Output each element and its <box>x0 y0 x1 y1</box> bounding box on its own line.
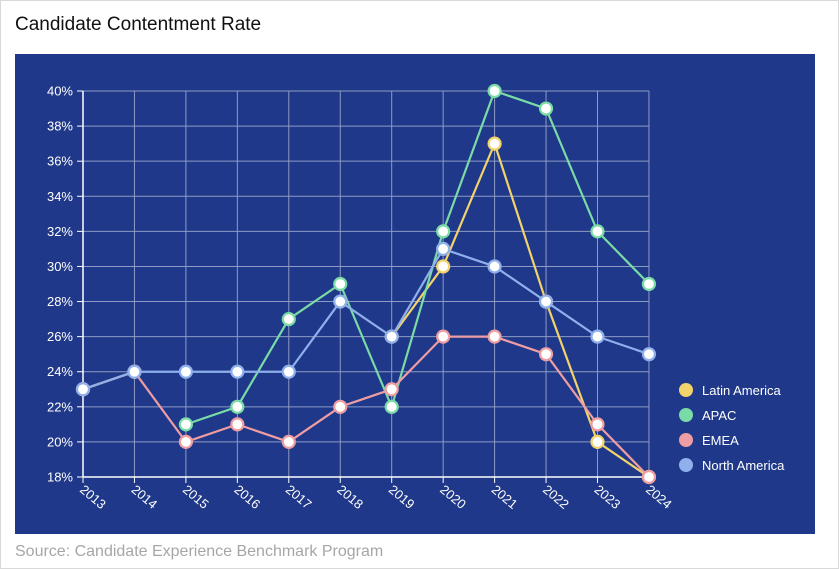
x-tick-label: 2014 <box>129 482 161 512</box>
point-emea <box>590 417 605 432</box>
point-north-america <box>281 364 296 379</box>
point-apac <box>178 417 193 432</box>
y-tick-label: 38% <box>47 119 73 134</box>
legend-label-north-america: North America <box>702 458 785 473</box>
x-tick-label: 2018 <box>334 482 366 512</box>
point-apac <box>487 83 502 99</box>
legend-swatch-apac <box>679 408 693 422</box>
point-north-america <box>127 364 142 379</box>
y-tick-label: 22% <box>47 399 73 414</box>
point-emea <box>281 434 296 450</box>
point-apac <box>384 399 399 414</box>
legend-swatch-latin-america <box>679 383 693 397</box>
x-tick-label: 2021 <box>489 482 521 512</box>
x-tick-label: 2015 <box>180 482 212 512</box>
point-latin-america <box>590 434 605 450</box>
point-north-america <box>641 347 657 362</box>
series-line-apac <box>185 89 650 426</box>
point-latin-america <box>436 259 451 274</box>
legend-label-emea: EMEA <box>702 433 739 448</box>
line-chart: 18% 20% 22% 24% 26% 28% 30% 32% 34% 36% 38% 40% 2013… <box>47 83 785 512</box>
point-emea <box>641 469 657 485</box>
series-line-north-america <box>82 247 650 391</box>
point-emea <box>436 329 451 344</box>
point-north-america <box>436 241 451 257</box>
point-north-america <box>384 329 399 344</box>
series-line-latin-america <box>390 142 650 478</box>
x-tick-label: 2024 <box>643 482 675 512</box>
point-emea <box>384 382 399 397</box>
chart-title: Candidate Contentment Rate <box>15 14 262 35</box>
plot-panel: 18% 20% 22% 24% 26% 28% 30% 32% 34% 36% 38% 40% 2013… <box>15 54 815 534</box>
x-tick-label: 2016 <box>231 482 263 512</box>
x-tick-label: 2019 <box>386 482 418 512</box>
point-north-america <box>75 382 91 397</box>
x-tick-label: 2022 <box>540 482 572 512</box>
y-tick-label: 20% <box>47 434 73 449</box>
point-apac <box>333 276 348 292</box>
point-emea <box>487 329 502 344</box>
y-tick-label: 32% <box>47 224 73 239</box>
point-emea <box>230 417 245 432</box>
y-tick-label: 30% <box>47 259 73 274</box>
y-tick-label: 40% <box>47 84 73 99</box>
y-tick-label: 18% <box>47 470 73 485</box>
y-tick-label: 28% <box>47 294 73 309</box>
legend-swatch-emea <box>679 433 693 447</box>
point-north-america <box>178 364 193 379</box>
point-emea <box>538 347 554 362</box>
point-north-america <box>230 364 245 379</box>
point-apac <box>281 311 296 327</box>
point-north-america <box>590 329 605 344</box>
y-tick-label: 24% <box>47 364 73 379</box>
point-apac <box>641 276 657 292</box>
y-tick-label: 34% <box>47 189 73 204</box>
y-tick-label: 36% <box>47 154 73 169</box>
point-emea <box>178 434 193 450</box>
legend-label-latin-america: Latin America <box>702 383 782 398</box>
point-emea <box>333 399 348 414</box>
source-note: Source: Candidate Experience Benchmark P… <box>15 543 384 560</box>
point-north-america <box>333 294 348 309</box>
series-line-emea <box>82 335 650 478</box>
y-tick-label: 26% <box>47 329 73 344</box>
point-apac <box>590 224 605 239</box>
x-tick-label: 2023 <box>592 482 624 512</box>
legend-label-apac: APAC <box>702 408 736 423</box>
point-apac <box>538 101 554 116</box>
legend-swatch-north-america <box>679 458 693 472</box>
point-apac <box>230 399 245 414</box>
x-tick-label: 2017 <box>283 482 315 512</box>
point-apac <box>436 224 451 239</box>
x-tick-label: 2013 <box>77 482 109 512</box>
point-latin-america <box>487 136 502 151</box>
point-north-america <box>487 259 502 274</box>
point-north-america <box>538 294 554 309</box>
x-tick-label: 2020 <box>437 482 469 512</box>
